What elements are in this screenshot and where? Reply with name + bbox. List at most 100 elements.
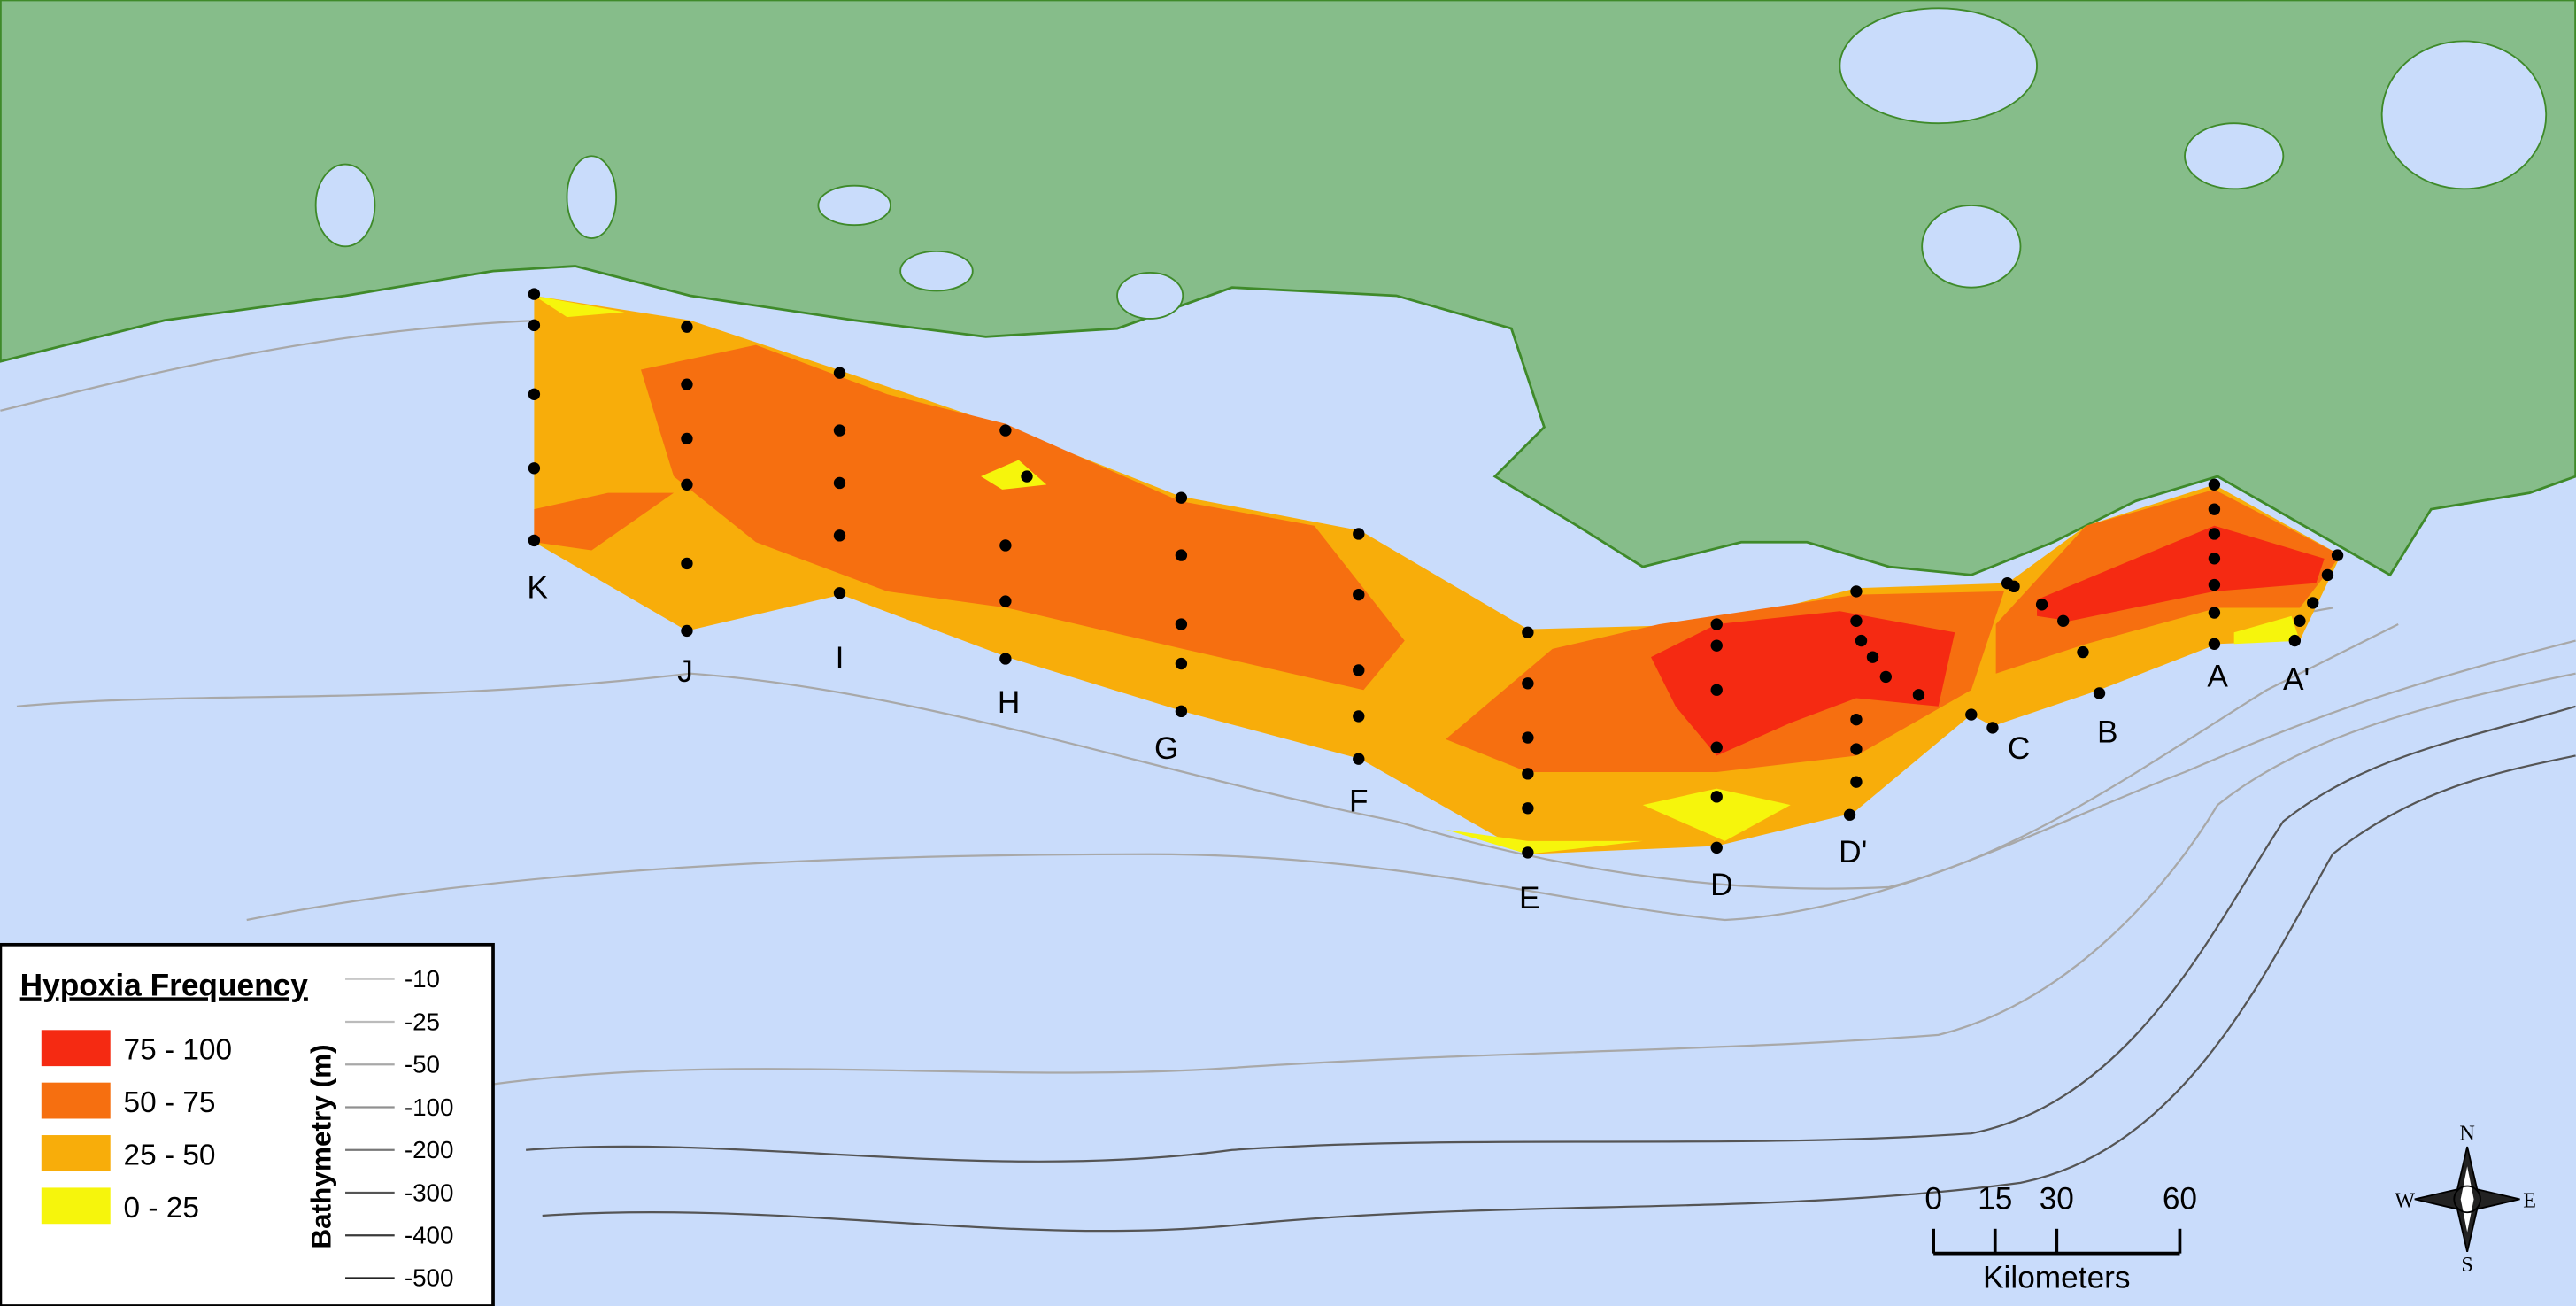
legend-label: 50 - 75 (124, 1086, 216, 1119)
station (1522, 846, 1534, 859)
lakes (314, 7, 2548, 320)
bathymetry-label: -400 (405, 1221, 454, 1248)
compass-w: W (2395, 1190, 2415, 1213)
hypoxia-zones (534, 295, 2341, 854)
transect-label: I (836, 641, 845, 676)
compass-n: N (2459, 1123, 2474, 1146)
station (1850, 614, 1863, 627)
transect-label: D (1710, 868, 1732, 902)
station (1522, 731, 1534, 744)
transect-label: C (2008, 731, 2030, 766)
transect-label: G (1154, 731, 1178, 766)
compass-e: E (2523, 1190, 2536, 1213)
station (2208, 607, 2221, 619)
station (528, 288, 541, 300)
station (1710, 639, 1723, 652)
station (2077, 645, 2089, 659)
legend-swatch (41, 1030, 111, 1067)
scale-bar: Kilometers 0 15 30 60 (1924, 1182, 2197, 1295)
station (681, 432, 693, 445)
legend-label: 25 - 50 (124, 1139, 216, 1171)
station (833, 367, 846, 379)
station (2208, 638, 2221, 650)
station (1353, 588, 1365, 601)
compass: N S W E (2395, 1123, 2536, 1277)
station (681, 624, 693, 638)
station (1353, 753, 1365, 765)
station (2208, 478, 2221, 491)
station (681, 378, 693, 390)
station (1522, 626, 1534, 638)
station (528, 462, 541, 475)
station (1353, 710, 1365, 723)
station (1710, 841, 1723, 854)
station (1965, 708, 1978, 721)
station (1175, 705, 1188, 718)
station (2321, 568, 2334, 582)
hypoxia-area (534, 492, 675, 551)
station (2035, 599, 2048, 611)
station (1986, 722, 1999, 734)
hypoxia-area (534, 295, 625, 318)
land (0, 0, 2576, 577)
station (1710, 791, 1723, 803)
transect-labels: K J I H G F E D D' C B A A' (527, 570, 2310, 916)
hypoxia-area (981, 460, 1047, 490)
legend-label: 0 - 25 (124, 1192, 199, 1225)
scale-tick-label: 30 (2040, 1182, 2074, 1217)
bathymetry-label: -25 (405, 1008, 440, 1035)
station (2208, 578, 2221, 591)
station (1710, 618, 1723, 630)
station (1850, 776, 1863, 788)
station (2208, 528, 2221, 540)
transect-label: A' (2283, 662, 2310, 697)
stations (528, 288, 2344, 859)
bathymetry-label: -10 (405, 965, 440, 993)
legend-label: 75 - 100 (124, 1034, 232, 1067)
legend-swatch (41, 1187, 111, 1225)
station (1850, 713, 1863, 726)
scale-unit: Kilometers (1983, 1261, 2131, 1295)
station (1021, 470, 1033, 483)
station (528, 319, 541, 332)
hypoxia-area (1446, 829, 1643, 854)
station (1522, 802, 1534, 815)
station (2057, 614, 2070, 627)
station (833, 587, 846, 599)
station (528, 388, 541, 400)
station (1850, 585, 1863, 598)
station (1710, 741, 1723, 753)
station (1175, 618, 1188, 630)
transect-label: K (527, 570, 548, 605)
station (2288, 634, 2302, 647)
legend-box (0, 942, 495, 1306)
station (1175, 657, 1188, 670)
station (833, 529, 846, 542)
station (999, 539, 1012, 552)
station (999, 424, 1012, 437)
station (1522, 768, 1534, 780)
compass-s: S (2461, 1254, 2472, 1277)
station (2294, 614, 2306, 627)
station (833, 424, 846, 437)
station (681, 478, 693, 491)
scale-tick-label: 15 (1978, 1182, 2012, 1217)
station (681, 321, 693, 333)
station (528, 534, 541, 547)
bathymetry-label: -300 (405, 1178, 454, 1206)
legend-swatch (41, 1135, 111, 1171)
station (1855, 634, 1868, 647)
station (1353, 664, 1365, 676)
station (2093, 687, 2106, 699)
station (2208, 503, 2221, 515)
bathymetry-label: -200 (405, 1136, 454, 1163)
legend-swatch (41, 1082, 111, 1119)
station (681, 557, 693, 570)
transect-label: B (2097, 715, 2118, 750)
station (1866, 651, 1879, 663)
station (1843, 808, 1856, 821)
station (1912, 689, 1925, 701)
station (1879, 670, 1893, 684)
